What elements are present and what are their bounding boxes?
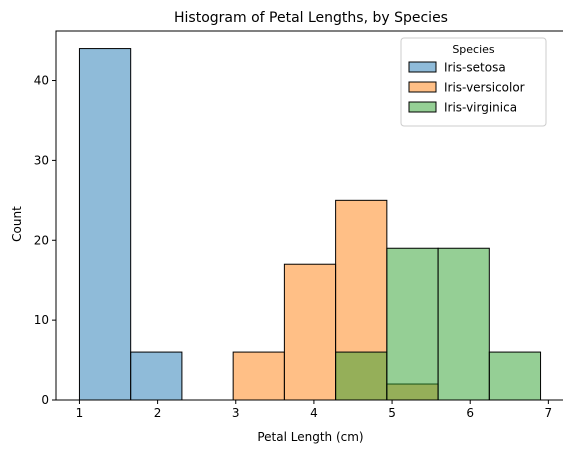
y-tick-label: 10 bbox=[34, 313, 49, 327]
x-axis-label: Petal Length (cm) bbox=[257, 430, 363, 444]
bar-iris-virginica-bin-8 bbox=[488, 351, 542, 401]
x-tick-label: 6 bbox=[466, 406, 474, 420]
bar-iris-virginica-bin-7 bbox=[437, 247, 490, 401]
y-tick-label: 40 bbox=[34, 74, 49, 88]
legend-swatch bbox=[408, 81, 437, 93]
chart-title: Histogram of Petal Lengths, by Species bbox=[174, 10, 448, 26]
bars-layer bbox=[78, 48, 542, 401]
legend-swatch bbox=[408, 101, 437, 113]
x-tick-label: 7 bbox=[545, 406, 553, 420]
axes-layer: 1 2 3 4 5 6 7 0 10 20 30 40 bbox=[34, 30, 563, 420]
bar-iris-versicolor-bin-4 bbox=[283, 263, 337, 401]
x-tick-label: 4 bbox=[310, 406, 318, 420]
legend-title: Species bbox=[452, 43, 495, 56]
legend-box bbox=[400, 37, 547, 127]
y-axis-label: Count bbox=[10, 206, 24, 242]
legend-swatch bbox=[408, 61, 437, 73]
x-tick-label: 2 bbox=[154, 406, 162, 420]
legend-label: Iris-virginica bbox=[444, 101, 517, 115]
x-tick-label: 1 bbox=[76, 406, 84, 420]
bar-iris-virginica-bin-6 bbox=[386, 247, 439, 401]
x-tick-label: 5 bbox=[388, 406, 396, 420]
x-tick-label: 3 bbox=[232, 406, 240, 420]
bar-iris-setosa-bin-0 bbox=[78, 48, 132, 401]
y-tick-label: 20 bbox=[34, 233, 49, 247]
legend: Species Iris-setosa Iris-versicolor Iris-vi… bbox=[400, 37, 547, 127]
plot-frame bbox=[55, 30, 563, 401]
bar-iris-virginica-bin-5 bbox=[335, 351, 388, 401]
y-tick-label: 0 bbox=[41, 393, 49, 407]
legend-label: Iris-versicolor bbox=[444, 81, 525, 95]
bar-iris-versicolor-bin-3 bbox=[232, 351, 285, 401]
legend-label: Iris-setosa bbox=[444, 61, 506, 75]
bar-iris-setosa-bin-1 bbox=[130, 351, 183, 401]
y-tick-label: 30 bbox=[34, 153, 49, 167]
